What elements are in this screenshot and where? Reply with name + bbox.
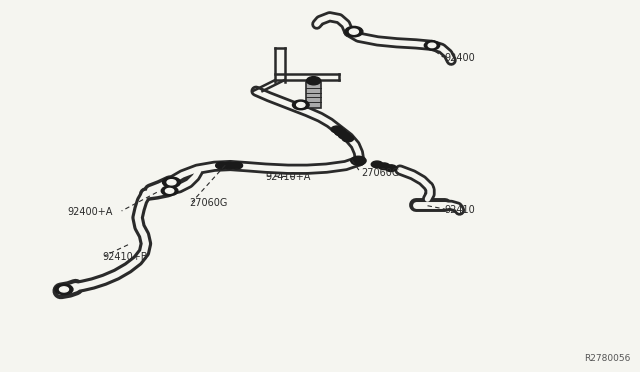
Circle shape [167, 180, 176, 185]
Circle shape [292, 100, 309, 110]
Circle shape [378, 163, 390, 170]
Circle shape [55, 284, 73, 295]
Circle shape [335, 129, 346, 136]
Text: R2780056: R2780056 [584, 354, 630, 363]
Text: 92410: 92410 [445, 205, 476, 215]
Circle shape [223, 162, 235, 169]
Circle shape [331, 126, 342, 133]
Circle shape [371, 161, 383, 168]
Text: 92400+A: 92400+A [67, 207, 113, 217]
Text: 27060G: 27060G [362, 168, 400, 178]
Circle shape [60, 287, 68, 292]
Bar [306, 82, 321, 108]
Circle shape [166, 188, 174, 193]
Text: 27060G: 27060G [189, 198, 227, 208]
Circle shape [345, 26, 363, 37]
Circle shape [351, 156, 366, 165]
Circle shape [349, 29, 358, 34]
Text: 92400: 92400 [445, 53, 476, 62]
Circle shape [385, 165, 397, 171]
Circle shape [231, 162, 243, 169]
Circle shape [342, 135, 354, 142]
Circle shape [339, 132, 350, 139]
Circle shape [296, 103, 305, 108]
Circle shape [428, 43, 436, 48]
Circle shape [216, 162, 227, 169]
Circle shape [163, 177, 180, 187]
Text: 92410+B: 92410+B [102, 252, 148, 262]
Circle shape [161, 186, 178, 196]
Circle shape [424, 41, 440, 50]
Circle shape [307, 77, 321, 85]
Text: 92410+A: 92410+A [266, 172, 311, 182]
